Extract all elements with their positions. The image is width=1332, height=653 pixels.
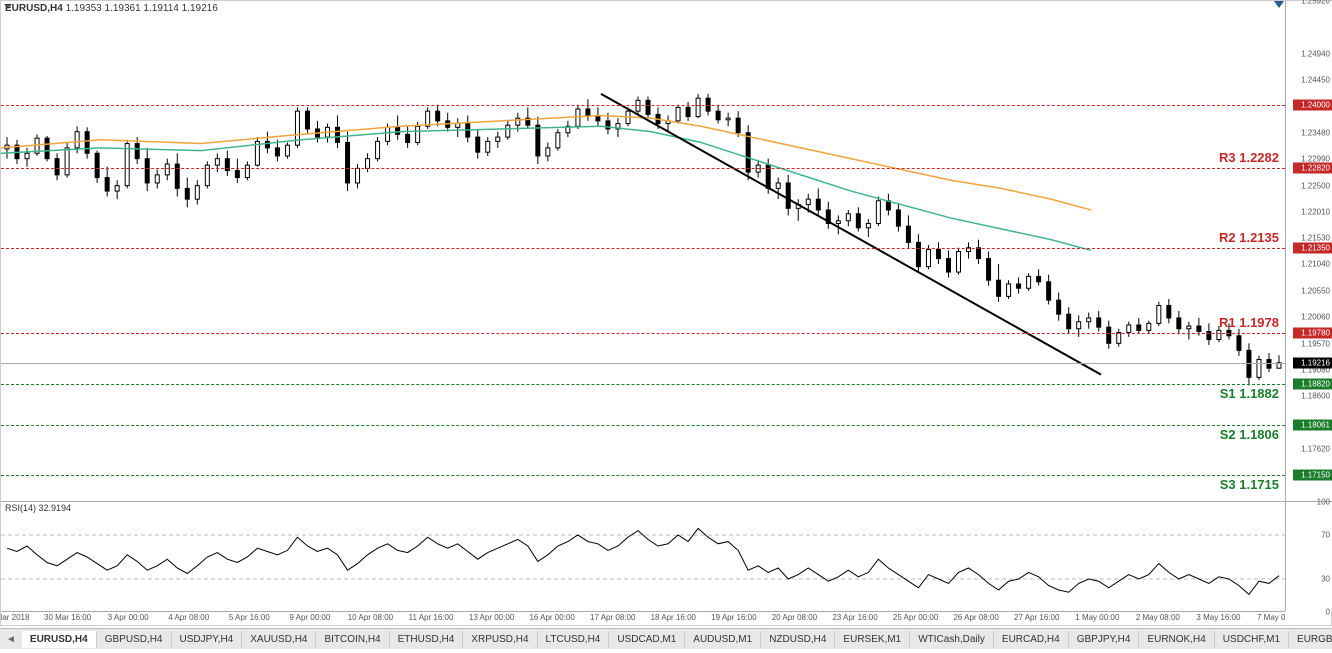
symbol-tab[interactable]: ETHUSD,H4 (390, 631, 464, 648)
price-tag: 1.24000 (1293, 99, 1332, 110)
time-tick: 11 Apr 16:00 (409, 613, 454, 622)
price-tick: 1.21040 (1301, 260, 1330, 269)
rsi-tick: 30 (1321, 575, 1330, 584)
symbol-tab[interactable]: GBPJPY,H4 (1069, 631, 1140, 648)
support-label: S1 1.1882 (1220, 386, 1279, 401)
symbol-tab[interactable]: USDJPY,H4 (172, 631, 243, 648)
symbol-tab[interactable]: BITCOIN,H4 (316, 631, 389, 648)
symbol-tab[interactable]: EURCAD,H4 (994, 631, 1069, 648)
symbol-tab[interactable]: USDCAD,M1 (609, 631, 685, 648)
rsi-tick: 70 (1321, 531, 1330, 540)
level-line (1, 363, 1285, 364)
symbol-tab[interactable]: GBPUSD,H4 (97, 631, 172, 648)
price-tick: 1.20550 (1301, 286, 1330, 295)
price-tick: 1.18600 (1301, 392, 1330, 401)
level-line (1, 248, 1285, 249)
time-tick: 27 Apr 16:00 (1014, 613, 1059, 622)
support-label: S2 1.1806 (1220, 427, 1279, 442)
price-tick: 1.23480 (1301, 128, 1330, 137)
time-tick: 29 Mar 2018 (1, 613, 29, 622)
price-tick: 1.21530 (1301, 234, 1330, 243)
time-tick: 3 May 16:00 (1196, 613, 1240, 622)
chart-header: EURUSD,H4 1.19353 1.19361 1.19114 1.1921… (5, 3, 218, 14)
symbol-tab[interactable]: XAUUSD,H4 (242, 631, 316, 648)
price-tick: 1.24450 (1301, 76, 1330, 85)
symbol-tab[interactable]: EURUSD,H4 (22, 631, 97, 648)
price-tick: 1.19570 (1301, 339, 1330, 348)
price-tick: 1.20060 (1301, 313, 1330, 322)
price-tick: 1.22010 (1301, 208, 1330, 217)
symbol-tab[interactable]: USDCHF,M1 (1215, 631, 1289, 648)
time-tick: 20 Apr 08:00 (772, 613, 817, 622)
rsi-tick: 100 (1317, 498, 1330, 507)
time-tick: 26 Apr 08:00 (953, 613, 998, 622)
time-tick: 13 Apr 00:00 (469, 613, 514, 622)
resistance-label: R2 1.2135 (1219, 230, 1279, 245)
price-tag: 1.19216 (1293, 357, 1332, 368)
price-tag: 1.21350 (1293, 242, 1332, 253)
tab-scroll-left[interactable]: ◄ (0, 631, 22, 648)
time-tick: 16 Apr 00:00 (529, 613, 574, 622)
chart-window[interactable]: EURUSD,H4 1.19353 1.19361 1.19114 1.1921… (0, 0, 1332, 626)
time-tick: 1 May 00:00 (1075, 613, 1119, 622)
time-tick: 10 Apr 08:00 (348, 613, 393, 622)
time-tick: 7 May 00:00 (1257, 613, 1285, 622)
symbol-tab[interactable]: EURNOK,H4 (1139, 631, 1214, 648)
symbol-tab-bar[interactable]: ◄ EURUSD,H4GBPUSD,H4USDJPY,H4XAUUSD,H4BI… (0, 628, 1332, 649)
symbol-tab[interactable]: AUDUSD,M1 (685, 631, 761, 648)
time-tick: 30 Mar 16:00 (44, 613, 91, 622)
level-line (1, 425, 1285, 426)
price-tag: 1.17150 (1293, 469, 1332, 480)
symbol-tab[interactable]: NZDUSD,H4 (761, 631, 835, 648)
level-line (1, 384, 1285, 385)
main-price-chart[interactable]: R3 1.2282 R2 1.2135 R1 1.1978 S1 1.1882 S2 1… (1, 1, 1285, 501)
symbol-tab[interactable]: EURSEK,M1 (835, 631, 910, 648)
price-tag: 1.18061 (1293, 420, 1332, 431)
time-tick: 4 Apr 08:00 (168, 613, 209, 622)
time-tick: 9 Apr 00:00 (289, 613, 330, 622)
rsi-indicator-chart[interactable] (1, 501, 1285, 611)
level-line (1, 333, 1285, 334)
resistance-label: R1 1.1978 (1219, 315, 1279, 330)
time-tick: 23 Apr 16:00 (832, 613, 877, 622)
price-tick: 1.22500 (1301, 181, 1330, 190)
price-tag: 1.22820 (1293, 163, 1332, 174)
price-tag: 1.19780 (1293, 327, 1332, 338)
rsi-label: RSI(14) 32.9194 (5, 503, 71, 513)
level-line (1, 168, 1285, 169)
symbol-tab[interactable]: WTICash,Daily (910, 631, 994, 648)
time-tick: 5 Apr 16:00 (229, 613, 270, 622)
resistance-label: R3 1.2282 (1219, 150, 1279, 165)
price-tag: 1.18820 (1293, 379, 1332, 390)
symbol-tab[interactable]: LTCUSD,H4 (538, 631, 610, 648)
time-tick: 2 May 08:00 (1136, 613, 1180, 622)
symbol-tab[interactable]: EURGBP,Daily (1289, 631, 1332, 648)
price-tick: 1.25920 (1301, 0, 1330, 6)
time-tick: 19 Apr 16:00 (711, 613, 756, 622)
symbol-tab[interactable]: XRPUSD,H4 (463, 631, 537, 648)
rsi-tick: 0 (1326, 608, 1330, 617)
time-tick: 18 Apr 16:00 (651, 613, 696, 622)
rsi-y-axis: 03070100 (1285, 501, 1332, 611)
price-y-axis: 1.259201.249401.244501.234801.229901.225… (1285, 1, 1332, 501)
price-tick: 1.17620 (1301, 445, 1330, 454)
price-tick: 1.24940 (1301, 49, 1330, 58)
time-x-axis: 29 Mar 2018 30 Mar 16:00 3 Apr 00:00 4 Apr … (1, 611, 1285, 627)
time-tick: 3 Apr 00:00 (108, 613, 149, 622)
time-tick: 17 Apr 08:00 (590, 613, 635, 622)
level-line (1, 475, 1285, 476)
level-line (1, 105, 1285, 106)
time-tick: 25 Apr 00:00 (893, 613, 938, 622)
support-label: S3 1.1715 (1220, 477, 1279, 492)
